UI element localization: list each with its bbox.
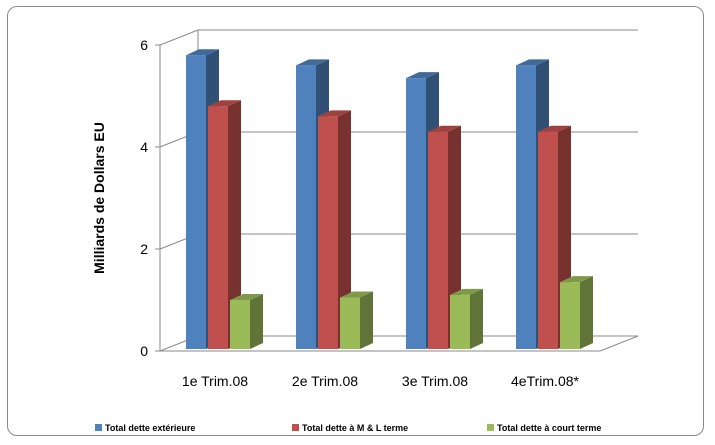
bar (560, 276, 593, 349)
legend-label: Total dette à court terme (497, 423, 601, 433)
x-axis-ticks: 1e Trim.08 2e Trim.08 3e Trim.08 4eTrim.08* (182, 373, 580, 389)
bar (450, 288, 483, 349)
bar (428, 125, 461, 349)
legend-swatch (487, 424, 494, 431)
chart-frame (7, 6, 704, 436)
x-tick-label: 3e Trim.08 (402, 373, 468, 389)
y-axis-label: Milliards de Dollars EU (91, 122, 107, 274)
y-tick-label: 0 (140, 343, 148, 359)
y-axis-ticks: 0 2 4 6 (140, 37, 160, 359)
y-tick-label: 4 (140, 139, 148, 155)
chart-bars (186, 49, 593, 350)
legend-item: Total dette à court terme (487, 423, 601, 433)
legend-swatch (292, 424, 299, 431)
legend-swatch (95, 424, 102, 431)
x-tick-label: 4eTrim.08* (511, 373, 580, 389)
y-tick-label: 6 (140, 37, 148, 53)
x-tick-label: 2e Trim.08 (292, 373, 358, 389)
legend-item: Total dette à M & L terme (292, 423, 408, 433)
y-tick-label: 2 (140, 241, 148, 257)
bar (318, 110, 351, 350)
bar (208, 100, 241, 349)
legend-label: Total dette extérieure (105, 423, 195, 433)
chart-legend: Total dette extérieure Total dette à M & … (95, 423, 601, 433)
x-tick-label: 1e Trim.08 (182, 373, 248, 389)
legend-label: Total dette à M & L terme (302, 423, 408, 433)
bar (230, 294, 263, 349)
gridline (159, 29, 638, 46)
legend-item: Total dette extérieure (95, 423, 195, 433)
bar (340, 291, 373, 349)
